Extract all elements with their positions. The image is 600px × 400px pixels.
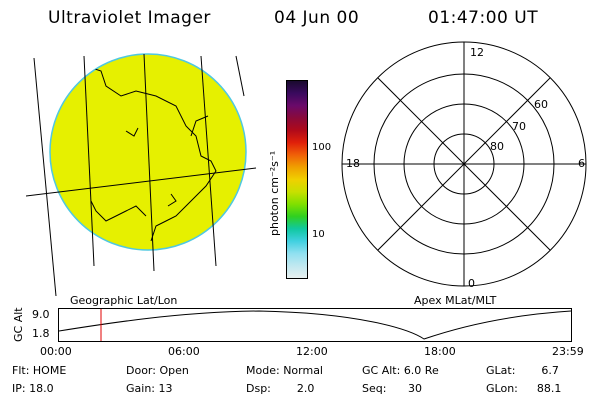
dsp-field: Dsp: 2.0 [246, 382, 315, 395]
map-label: Geographic Lat/Lon [70, 294, 178, 307]
mlt-label-6: 6 [578, 157, 585, 170]
geographic-map [26, 53, 257, 296]
lat-label-60: 60 [534, 98, 548, 111]
polar-plot [341, 41, 587, 287]
altitude-xtick-1800: 18:00 [424, 345, 456, 358]
date-label: 04 Jun 00 [274, 8, 360, 28]
mlt-label-0: 0 [468, 277, 475, 290]
glon-field: GLon: 88.1 [486, 382, 562, 395]
mlt-label-12: 12 [470, 46, 484, 59]
mlt-label-18: 18 [346, 157, 360, 170]
lat-label-70: 70 [512, 120, 526, 133]
seq-field: Seq: 30 [362, 382, 422, 395]
door-field: Door: Open [126, 364, 189, 377]
altitude-ylabel: GC Alt [12, 307, 25, 342]
altitude-ytick-high: 9.0 [32, 308, 50, 321]
gc-alt-field: GC Alt: 6.0 Re [362, 364, 439, 377]
flight-field: Flt: HOME [12, 364, 67, 377]
altitude-xtick-0600: 06:00 [168, 345, 200, 358]
instrument-title: Ultraviolet Imager [48, 8, 211, 28]
altitude-curve [59, 309, 571, 341]
colorbar-tick-100: 100 [312, 142, 332, 153]
gain-field: Gain: 13 [126, 382, 173, 395]
altitude-ytick-low: 1.8 [32, 327, 50, 340]
time-label: 01:47:00 UT [428, 8, 539, 28]
altitude-xtick-2359: 23:59 [552, 345, 584, 358]
mode-field: Mode: Normal [246, 364, 323, 377]
polar-label: Apex MLat/MLT [414, 294, 497, 307]
coastline [85, 65, 217, 247]
lat-lon-grid [26, 53, 257, 296]
earth-disc [49, 53, 247, 251]
colorbar-tick-10: 10 [312, 229, 325, 240]
colorbar-unit-label: photon cm⁻²s⁻¹ [268, 150, 281, 236]
altitude-plot-frame [58, 308, 572, 342]
altitude-xtick-0000: 00:00 [40, 345, 72, 358]
intensity-colorbar [286, 80, 308, 279]
ip-field: IP: 18.0 [12, 382, 54, 395]
glat-field: GLat: 6.7 [486, 364, 559, 377]
lat-label-80: 80 [490, 140, 504, 153]
altitude-xtick-1200: 12:00 [296, 345, 328, 358]
